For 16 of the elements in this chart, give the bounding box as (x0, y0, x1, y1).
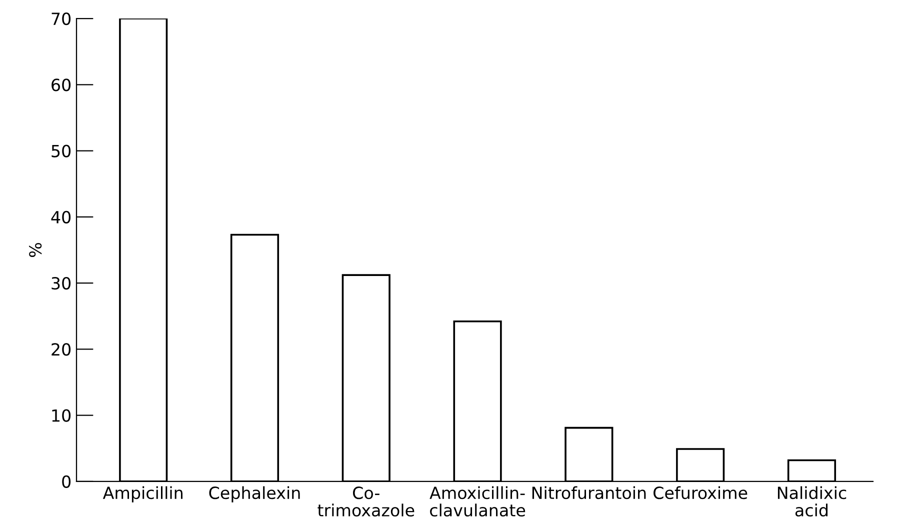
x-tick-label: Amoxicillin- clavulanate (430, 486, 526, 517)
y-tick-label: 30 (52, 276, 71, 290)
y-tick-label: 70 (52, 12, 71, 26)
y-tick-label: 0 (62, 475, 71, 488)
y-axis-title: % (29, 242, 42, 257)
x-tick-label: Nalidixic acid (778, 486, 846, 517)
y-tick-label: 50 (52, 144, 71, 158)
y-tick-label: 60 (52, 78, 71, 92)
x-tick-label: Cefuroxime (654, 486, 748, 500)
y-tick-label: 10 (52, 409, 71, 422)
x-tick-label: Co- trimoxazole (318, 486, 414, 517)
y-tick-label: 20 (52, 343, 71, 356)
x-tick-label: Cephalexin (209, 486, 300, 502)
x-tick-label: Ampicillin (102, 486, 182, 502)
y-tick-label: 40 (51, 210, 71, 224)
x-tick-label: Nitrofurantoin (532, 486, 646, 500)
